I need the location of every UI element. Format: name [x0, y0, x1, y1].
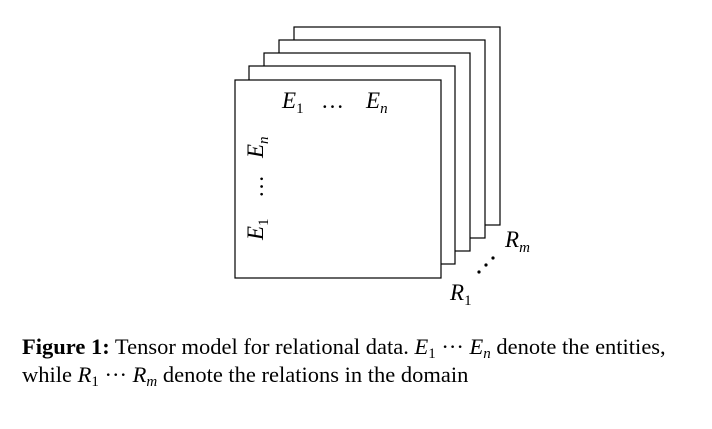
relation-label-first: R1: [449, 280, 472, 309]
caption-label: Figure 1:: [22, 334, 110, 359]
relation-label-last: Rm: [504, 227, 530, 256]
column-label-last: En: [365, 88, 388, 117]
column-label-first: E1: [281, 88, 304, 117]
relation-ellipsis: [477, 256, 495, 274]
column-ellipsis: …: [321, 88, 344, 113]
row-label-first: E1: [243, 218, 272, 241]
row-ellipsis: …: [243, 175, 268, 198]
figure-caption: Figure 1: Tensor model for relational da…: [22, 333, 702, 390]
caption-text: denote the relations in the domain: [162, 362, 469, 387]
tensor-diagram: E1 … En E1 … En R1 Rm: [234, 26, 530, 309]
row-label-last: En: [243, 136, 272, 159]
caption-math-relations: R1 ··· Rm: [77, 362, 158, 390]
caption-math-entities: E1 ··· En: [414, 334, 491, 362]
caption-text: Tensor model for relational data.: [114, 334, 409, 359]
caption-text: denote the entities, while: [22, 334, 666, 387]
tensor-slice-front: [234, 79, 442, 279]
